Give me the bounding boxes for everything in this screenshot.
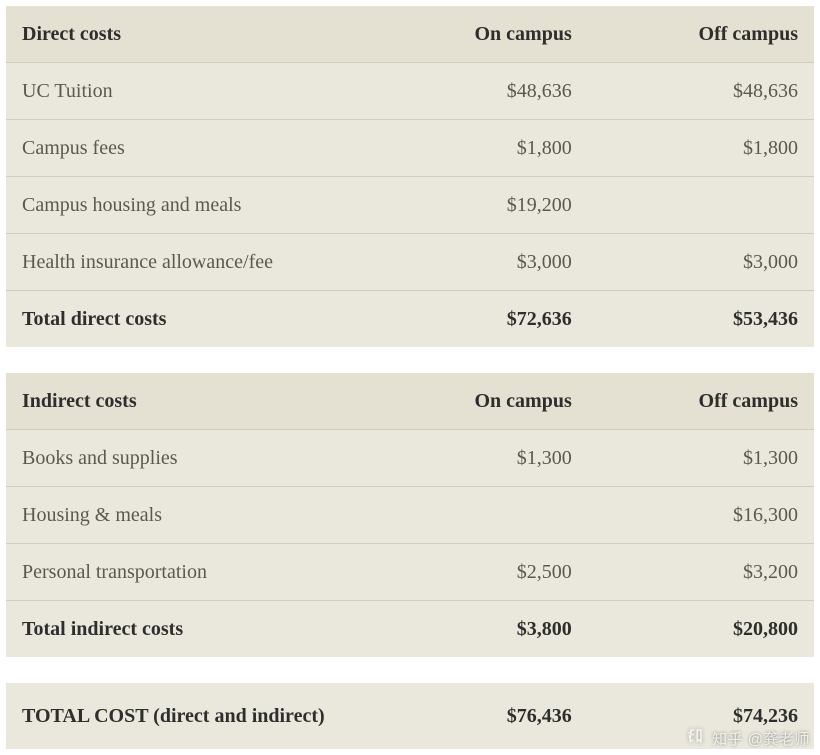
subtotal-off: $20,800: [588, 601, 814, 658]
row-label: Personal transportation: [6, 544, 362, 601]
row-label: Health insurance allowance/fee: [6, 234, 362, 291]
row-off: [588, 177, 814, 234]
row-off: $48,636: [588, 63, 814, 120]
indirect-title: Indirect costs: [6, 373, 362, 430]
row-off: $16,300: [588, 487, 814, 544]
row-on: $48,636: [362, 63, 588, 120]
subtotal-label: Total indirect costs: [6, 601, 362, 658]
col-on-campus: On campus: [362, 6, 588, 63]
col-off-campus: Off campus: [588, 373, 814, 430]
col-off-campus: Off campus: [588, 6, 814, 63]
row-on: [362, 487, 588, 544]
row-label: Books and supplies: [6, 430, 362, 487]
grand-total-label: TOTAL COST (direct and indirect): [6, 683, 362, 749]
direct-title: Direct costs: [6, 6, 362, 63]
row-label: UC Tuition: [6, 63, 362, 120]
subtotal-off: $53,436: [588, 291, 814, 348]
row-on: $3,000: [362, 234, 588, 291]
table-row: Campus fees $1,800 $1,800: [6, 120, 814, 177]
table-row: Health insurance allowance/fee $3,000 $3…: [6, 234, 814, 291]
row-off: $1,300: [588, 430, 814, 487]
direct-subtotal-row: Total direct costs $72,636 $53,436: [6, 291, 814, 348]
direct-costs-table: Direct costs On campus Off campus UC Tui…: [6, 6, 814, 347]
zhihu-icon: [686, 727, 704, 749]
indirect-costs-table: Indirect costs On campus Off campus Book…: [6, 373, 814, 657]
table-row: Campus housing and meals $19,200: [6, 177, 814, 234]
watermark-text: 知乎 @龚老师: [712, 728, 810, 749]
table-row: Personal transportation $2,500 $3,200: [6, 544, 814, 601]
table-header-row: Indirect costs On campus Off campus: [6, 373, 814, 430]
row-on: $19,200: [362, 177, 588, 234]
indirect-subtotal-row: Total indirect costs $3,800 $20,800: [6, 601, 814, 658]
subtotal-label: Total direct costs: [6, 291, 362, 348]
table-row: UC Tuition $48,636 $48,636: [6, 63, 814, 120]
row-label: Campus housing and meals: [6, 177, 362, 234]
table-header-row: Direct costs On campus Off campus: [6, 6, 814, 63]
row-on: $1,800: [362, 120, 588, 177]
row-label: Housing & meals: [6, 487, 362, 544]
watermark: 知乎 @龚老师: [686, 727, 810, 749]
row-off: $1,800: [588, 120, 814, 177]
table-row: Housing & meals $16,300: [6, 487, 814, 544]
subtotal-on: $72,636: [362, 291, 588, 348]
subtotal-on: $3,800: [362, 601, 588, 658]
grand-total-on: $76,436: [362, 683, 588, 749]
row-on: $2,500: [362, 544, 588, 601]
col-on-campus: On campus: [362, 373, 588, 430]
row-off: $3,000: [588, 234, 814, 291]
table-row: Books and supplies $1,300 $1,300: [6, 430, 814, 487]
row-label: Campus fees: [6, 120, 362, 177]
row-off: $3,200: [588, 544, 814, 601]
row-on: $1,300: [362, 430, 588, 487]
